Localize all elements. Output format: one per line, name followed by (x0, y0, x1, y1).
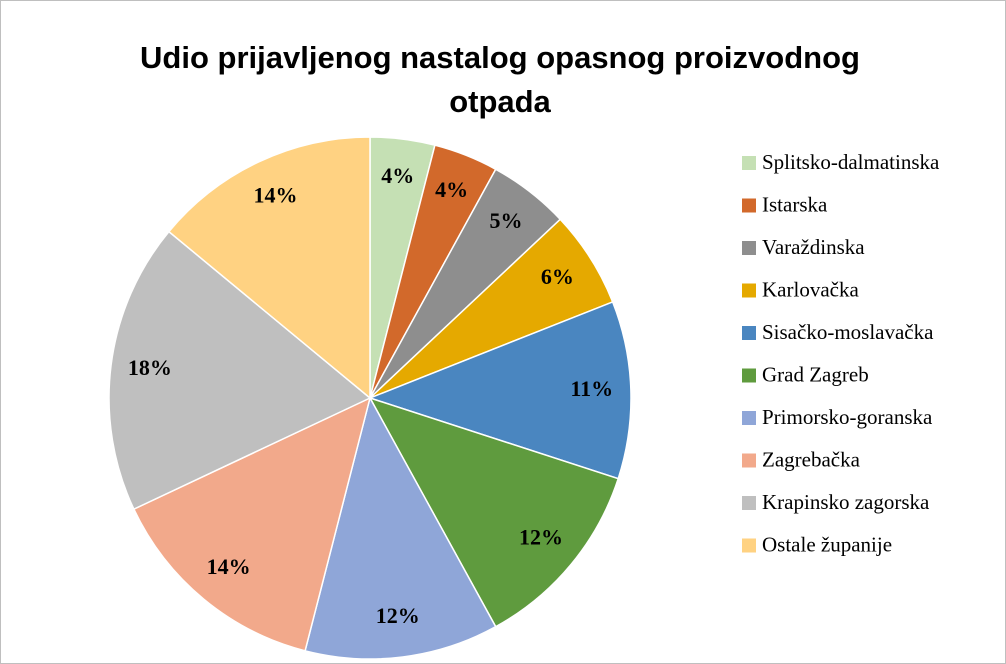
legend-swatch (742, 156, 756, 170)
legend-swatch (742, 368, 756, 383)
data-label: 18% (128, 355, 172, 380)
legend-label: Istarska (762, 192, 828, 216)
data-label: 14% (254, 182, 298, 207)
legend-label: Zagrebačka (762, 447, 861, 471)
data-label: 14% (207, 554, 251, 579)
pie-slice (108, 230, 372, 511)
legend-label: Varaždinska (762, 235, 865, 259)
pie-slice (368, 396, 620, 628)
legend-label: Primorsko-goranska (762, 405, 933, 429)
pie-slice (304, 395, 497, 660)
data-label: 5% (489, 208, 522, 233)
legend-swatch (742, 326, 756, 340)
data-label: 4% (435, 177, 468, 202)
legend-swatch (742, 411, 756, 425)
legend-swatch (742, 496, 756, 510)
legend-swatch (742, 198, 756, 213)
legend-label: Krapinsko zagorska (762, 490, 930, 514)
legend-swatch (742, 241, 756, 255)
legend-label: Karlovačka (762, 277, 859, 301)
data-label: 12% (376, 603, 420, 628)
data-label: 12% (519, 524, 563, 549)
data-label: 11% (570, 376, 613, 401)
data-label: 6% (541, 264, 574, 289)
legend-swatch (742, 283, 756, 298)
data-label: 4% (381, 163, 414, 188)
legend-label: Sisačko-moslavačka (762, 320, 934, 344)
legend-label: Splitsko-dalmatinska (762, 150, 940, 174)
chart-title: Udio prijavljenog nastalog opasnog proiz… (140, 40, 860, 119)
pie-slice (132, 396, 372, 652)
legend-swatch (742, 538, 756, 553)
pie-slice (167, 136, 371, 400)
legend-label: Grad Zagreb (762, 362, 869, 386)
pie-slice (367, 300, 632, 480)
legend-label: Ostale županije (762, 532, 892, 556)
legend-swatch (742, 453, 756, 468)
